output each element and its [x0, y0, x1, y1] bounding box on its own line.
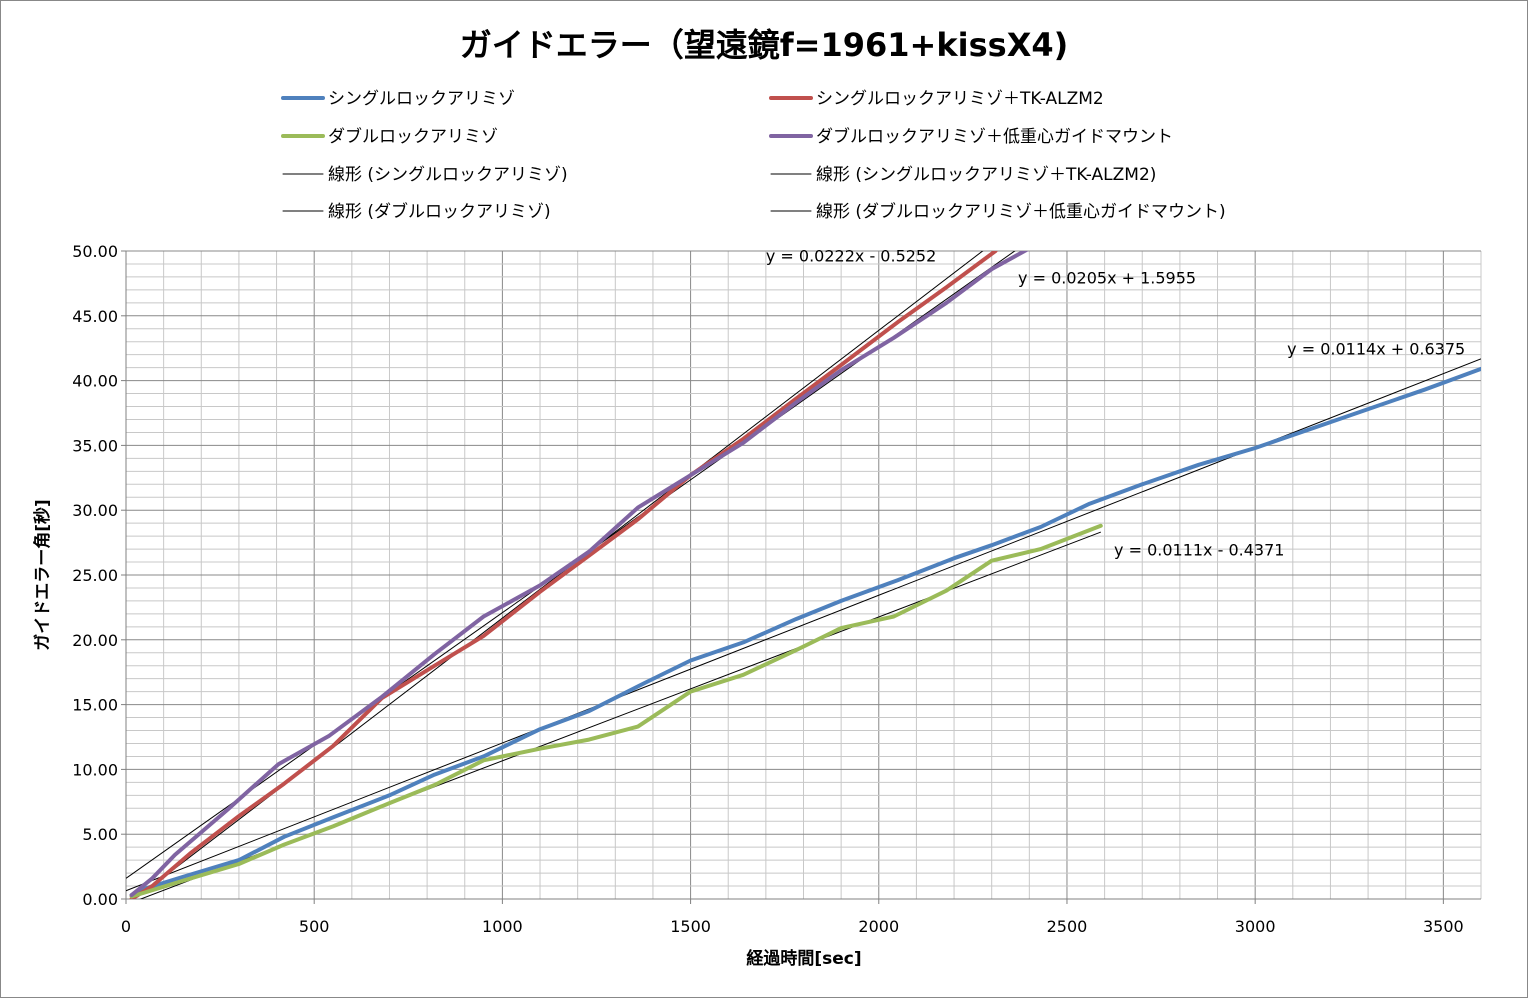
x-tick-label: 500: [299, 917, 330, 936]
y-tick-label: 5.00: [82, 825, 118, 844]
y-tick-label: 30.00: [72, 501, 118, 520]
y-tick-label: 35.00: [72, 436, 118, 455]
legend-entry: シングルロックアリミゾ: [328, 89, 515, 109]
legend-entry: ダブルロックアリミゾ＋低重心ガイドマウント: [816, 126, 1173, 147]
x-tick-label: 3500: [1423, 917, 1464, 936]
axes: 0.00 5.00 10.00 15.00 20.00 25.00 30.00 35.00 40…: [72, 242, 1481, 936]
series-line-4: [129, 251, 1029, 898]
y-tick-label: 10.00: [72, 760, 118, 779]
y-tick-label: 15.00: [72, 696, 118, 715]
trendline-equation: y = 0.0111x - 0.4371: [1114, 541, 1284, 560]
y-tick-label: 20.00: [72, 631, 118, 650]
legend-entry: 線形 (シングルロックアリミゾ): [328, 165, 568, 185]
trendline-equations: y = 0.0222x - 0.5252 y = 0.0205x + 1.5955…: [766, 246, 1465, 559]
series-line-3: [129, 523, 1103, 899]
y-tick-label: 40.00: [72, 372, 118, 391]
x-tick-label: 2000: [858, 917, 899, 936]
chart-title: ガイドエラー（望遠鏡f=1961+kissX4): [460, 26, 1069, 64]
x-tick-label: 1500: [670, 917, 711, 936]
x-tick-label: 0: [121, 917, 131, 936]
y-tick-label: 0.00: [82, 890, 118, 909]
legend-entry: ダブルロックアリミゾ: [328, 126, 498, 147]
x-tick-label: 1000: [482, 917, 523, 936]
x-tick-label: 2500: [1047, 917, 1088, 936]
legend-entry: シングルロックアリミゾ＋TK-ALZM2: [816, 89, 1104, 109]
legend-entry: 線形 (ダブルロックアリミゾ＋低重心ガイドマウント): [816, 201, 1226, 222]
y-axis-label: ガイドエラー角[秒]: [32, 499, 53, 651]
x-axis-label: 経過時間[sec]: [746, 948, 861, 969]
trendline-equation: y = 0.0205x + 1.5955: [1018, 268, 1196, 287]
legend: シングルロックアリミゾ シングルロックアリミゾ＋TK-ALZM2 ダブルロックアリミ…: [281, 89, 1226, 222]
y-tick-label: 50.00: [72, 242, 118, 261]
y-tick-label: 25.00: [72, 566, 118, 585]
x-tick-label: 3000: [1235, 917, 1276, 936]
series-line-2: [129, 251, 998, 899]
trendline-equation: y = 0.0222x - 0.5252: [766, 246, 936, 265]
legend-entry: 線形 (ダブルロックアリミゾ): [328, 201, 551, 222]
series-line-1: [129, 366, 1481, 898]
series-lines: [129, 251, 1481, 899]
y-tick-label: 45.00: [72, 307, 118, 326]
legend-entry: 線形 (シングルロックアリミゾ＋TK-ALZM2): [816, 165, 1156, 185]
trendline-equation: y = 0.0114x + 0.6375: [1287, 340, 1465, 359]
